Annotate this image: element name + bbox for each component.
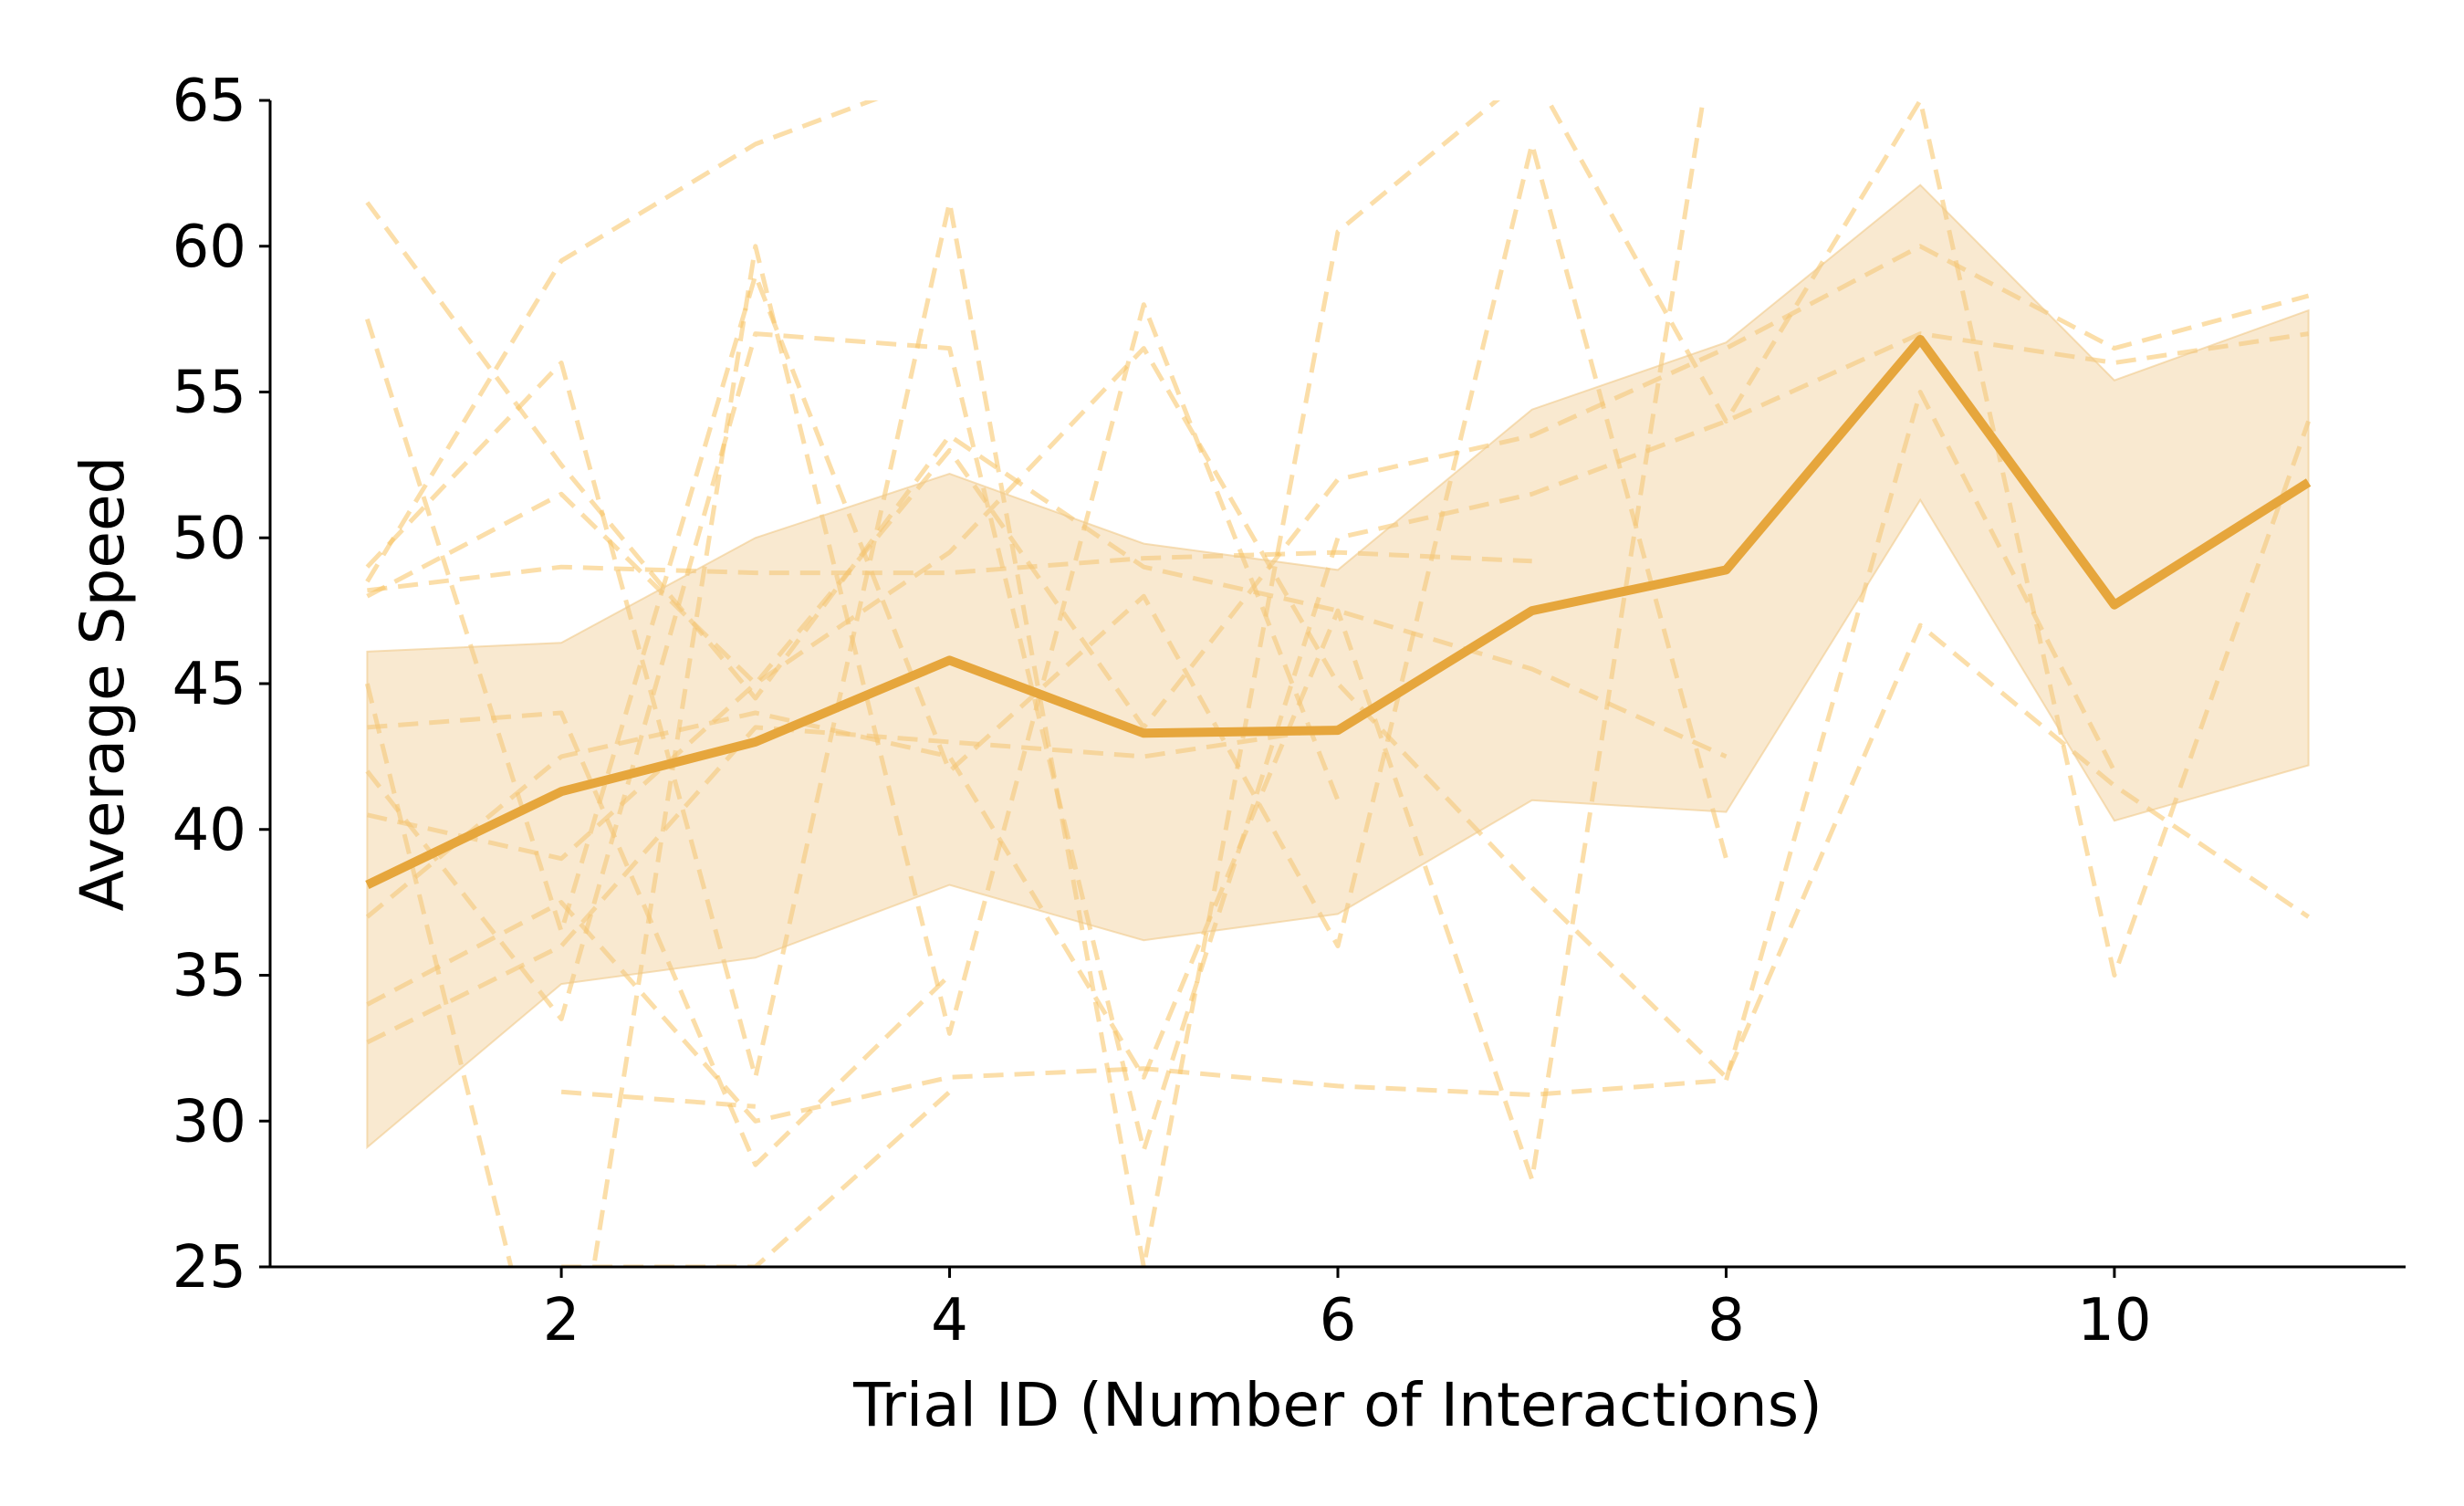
y-tick-label: 40 (172, 797, 246, 864)
y-tick-label: 60 (172, 214, 246, 281)
individual-series-line (366, 244, 2310, 862)
y-tick-label: 50 (172, 505, 246, 572)
individual-series-line (366, 390, 2117, 1124)
x-tick-label: 4 (931, 1287, 968, 1354)
x-tick-label: 6 (1320, 1287, 1357, 1354)
y-tick-label: 35 (172, 943, 246, 1010)
y-tick-label: 65 (172, 68, 246, 135)
individual-series-line (365, 100, 879, 583)
confidence-band-group (366, 183, 2310, 1150)
x-tick-label: 2 (543, 1287, 580, 1354)
individual-series-line (365, 100, 1706, 1182)
individual-series-line (367, 710, 952, 1167)
individual-series-line (560, 1089, 756, 1109)
individual-series-line (364, 244, 1341, 1267)
y-tick-label: 30 (172, 1088, 246, 1156)
individual-series-line (367, 549, 1532, 593)
individual-series-line (365, 100, 2311, 1267)
y-axis-title: Average Speed (68, 456, 138, 912)
individual-series-line (365, 201, 1728, 759)
individual-series-line (366, 725, 1339, 1045)
y-tick-label: 45 (172, 651, 246, 718)
individual-series-line (366, 346, 2311, 1080)
confidence-band (366, 183, 2310, 1150)
individual-series-line (365, 141, 1728, 948)
y-tick-label: 25 (172, 1234, 246, 1302)
x-tick-label: 10 (2077, 1287, 2151, 1354)
x-tick-label: 8 (1707, 1287, 1745, 1354)
individual-series-group (364, 100, 2311, 1267)
x-axis-title: Trial ID (Number of Interactions) (852, 1370, 1822, 1440)
y-tick-label: 55 (172, 360, 246, 427)
ticks-group: 25 30 35 40 45 50 55 60 65 2 4 6 8 10 (172, 68, 2152, 1354)
mean-series-group (365, 335, 2312, 890)
individual-series-line (365, 331, 2309, 1153)
